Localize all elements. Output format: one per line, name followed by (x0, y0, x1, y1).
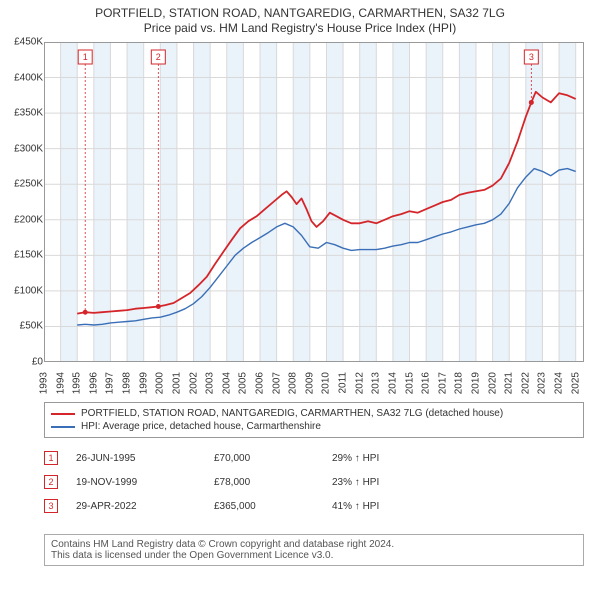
x-tick-label: 2017 (437, 372, 448, 394)
x-tick-label: 2008 (288, 372, 299, 394)
transaction-marker-icon: 1 (44, 451, 58, 465)
y-tick-label: £350K (3, 108, 43, 119)
legend: PORTFIELD, STATION ROAD, NANTGAREDIG, CA… (44, 402, 584, 438)
y-tick-label: £200K (3, 214, 43, 225)
x-tick-label: 2015 (404, 372, 415, 394)
x-axis-labels: 1993199419951996199719981999200020012002… (44, 362, 584, 394)
x-tick-label: 2000 (155, 372, 166, 394)
y-tick-label: £400K (3, 72, 43, 83)
x-tick-label: 2003 (205, 372, 216, 394)
x-tick-label: 1995 (72, 372, 83, 394)
y-tick-label: £300K (3, 143, 43, 154)
x-tick-label: 2022 (520, 372, 531, 394)
transaction-marker-icon: 3 (44, 499, 58, 513)
transaction-date: 29-APR-2022 (76, 501, 196, 512)
x-tick-label: 1999 (138, 372, 149, 394)
svg-text:3: 3 (529, 52, 534, 62)
legend-item: PORTFIELD, STATION ROAD, NANTGAREDIG, CA… (51, 407, 577, 420)
x-tick-label: 2016 (421, 372, 432, 394)
transaction-hpi: 23% ↑ HPI (332, 477, 452, 488)
plot-region: 1 2 3 (44, 42, 584, 362)
x-tick-label: 2006 (255, 372, 266, 394)
legend-label: PORTFIELD, STATION ROAD, NANTGAREDIG, CA… (81, 408, 503, 419)
chart-titles: PORTFIELD, STATION ROAD, NANTGAREDIG, CA… (0, 0, 600, 35)
transaction-hpi: 29% ↑ HPI (332, 453, 452, 464)
y-tick-label: £450K (3, 37, 43, 48)
x-tick-label: 2020 (487, 372, 498, 394)
table-row: 2 19-NOV-1999 £78,000 23% ↑ HPI (44, 470, 584, 494)
x-tick-label: 2009 (304, 372, 315, 394)
x-tick-label: 2021 (504, 372, 515, 394)
x-tick-label: 2018 (454, 372, 465, 394)
chart-title-sub: Price paid vs. HM Land Registry's House … (0, 21, 600, 35)
x-tick-label: 2024 (554, 372, 565, 394)
x-tick-label: 1997 (105, 372, 116, 394)
transaction-marker-icon: 2 (44, 475, 58, 489)
x-tick-label: 2012 (354, 372, 365, 394)
transaction-date: 26-JUN-1995 (76, 453, 196, 464)
transaction-hpi: 41% ↑ HPI (332, 501, 452, 512)
svg-text:1: 1 (83, 52, 88, 62)
x-tick-label: 2019 (471, 372, 482, 394)
chart-title-address: PORTFIELD, STATION ROAD, NANTGAREDIG, CA… (0, 6, 600, 20)
x-tick-label: 2023 (537, 372, 548, 394)
x-tick-label: 1994 (55, 372, 66, 394)
legend-swatch (51, 426, 75, 428)
legend-label: HPI: Average price, detached house, Carm… (81, 421, 321, 432)
x-tick-label: 2010 (321, 372, 332, 394)
y-tick-label: £150K (3, 250, 43, 261)
attribution-footer: Contains HM Land Registry data © Crown c… (44, 534, 584, 566)
y-tick-label: £50K (3, 321, 43, 332)
transaction-price: £365,000 (214, 501, 314, 512)
x-tick-label: 2005 (238, 372, 249, 394)
x-tick-label: 2011 (338, 372, 349, 394)
x-tick-label: 2004 (221, 372, 232, 394)
transactions-table: 1 26-JUN-1995 £70,000 29% ↑ HPI 2 19-NOV… (44, 446, 584, 518)
x-tick-label: 1998 (122, 372, 133, 394)
chart-area: £0 £50K £100K £150K £200K £250K £300K £350K £400… (0, 42, 600, 394)
x-tick-label: 1993 (39, 372, 50, 394)
legend-swatch (51, 413, 75, 415)
x-tick-label: 2014 (387, 372, 398, 394)
x-tick-label: 2001 (171, 372, 182, 394)
transaction-date: 19-NOV-1999 (76, 477, 196, 488)
x-tick-label: 2025 (570, 372, 581, 394)
footer-line: This data is licensed under the Open Gov… (51, 550, 577, 561)
y-tick-label: £100K (3, 285, 43, 296)
y-tick-label: £0 (3, 357, 43, 368)
chart-svg: 1 2 3 (44, 42, 584, 362)
footer-line: Contains HM Land Registry data © Crown c… (51, 539, 577, 550)
x-tick-label: 2007 (271, 372, 282, 394)
svg-text:2: 2 (156, 52, 161, 62)
transaction-price: £70,000 (214, 453, 314, 464)
x-tick-label: 1996 (88, 372, 99, 394)
transaction-price: £78,000 (214, 477, 314, 488)
x-tick-label: 2002 (188, 372, 199, 394)
legend-item: HPI: Average price, detached house, Carm… (51, 420, 577, 433)
y-tick-label: £250K (3, 179, 43, 190)
x-tick-label: 2013 (371, 372, 382, 394)
table-row: 3 29-APR-2022 £365,000 41% ↑ HPI (44, 494, 584, 518)
table-row: 1 26-JUN-1995 £70,000 29% ↑ HPI (44, 446, 584, 470)
